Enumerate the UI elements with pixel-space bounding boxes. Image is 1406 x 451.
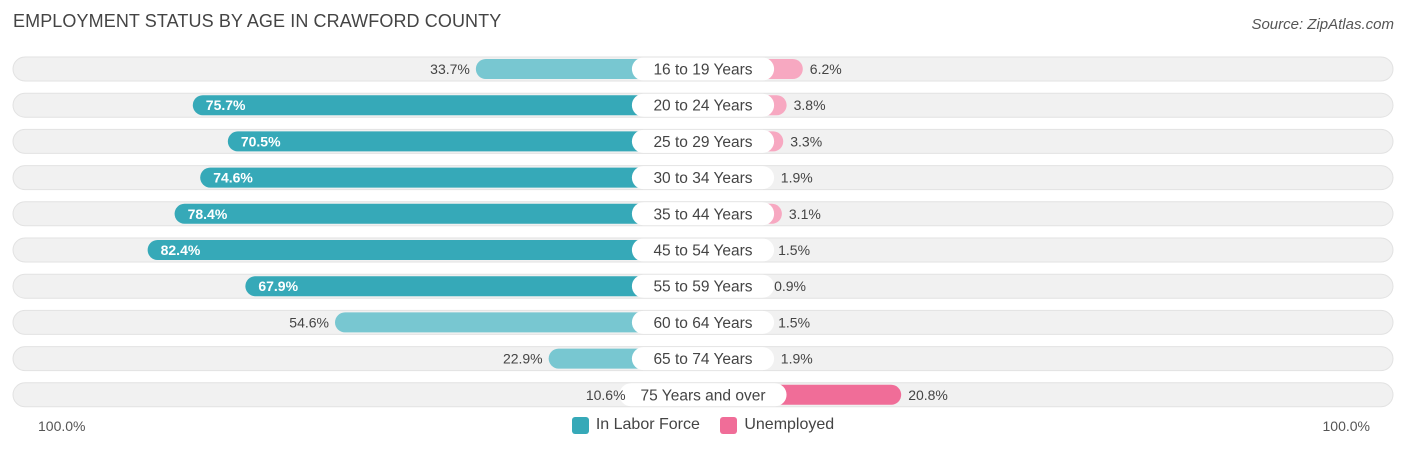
unemployed-value-label: 1.5%	[778, 242, 810, 258]
category-pill	[631, 310, 775, 334]
labor-value-label: 82.4%	[161, 242, 201, 258]
category-label: 55 to 59 Years	[653, 279, 752, 296]
category-label: 35 to 44 Years	[653, 206, 752, 223]
axis-left-label: 100.0%	[38, 418, 86, 434]
legend-label-unemployed: Unemployed	[744, 416, 835, 433]
labor-bar	[334, 312, 703, 333]
unemployed-value-label: 1.9%	[781, 351, 813, 367]
category-label: 65 to 74 Years	[653, 351, 752, 368]
labor-bar	[147, 240, 703, 260]
category-pill	[631, 347, 775, 371]
category-pill	[631, 238, 775, 262]
category-pill	[619, 383, 787, 407]
category-label: 25 to 29 Years	[653, 134, 752, 151]
legend: In Labor Force Unemployed	[0, 416, 1406, 439]
unemployed-value-label: 3.1%	[789, 206, 821, 222]
labor-value-label: 75.7%	[206, 97, 246, 113]
labor-bar	[245, 276, 703, 297]
legend-swatch-unemployed	[720, 416, 738, 434]
legend-item-labor[interactable]: In Labor Force	[571, 416, 700, 434]
legend-swatch-labor	[571, 416, 589, 434]
category-pill	[631, 129, 775, 153]
labor-bar	[227, 131, 703, 152]
unemployed-value-label: 1.9%	[781, 170, 813, 186]
labor-value-label: 78.4%	[188, 206, 228, 222]
category-label: 75 Years and over	[641, 387, 766, 404]
category-pill	[631, 274, 775, 298]
source-label: Source: ZipAtlas.com	[1251, 16, 1394, 33]
unemployed-value-label: 20.8%	[908, 387, 948, 403]
labor-value-label: 33.7%	[430, 61, 470, 77]
legend-label-labor: In Labor Force	[595, 416, 700, 433]
labor-bar	[200, 167, 704, 188]
labor-value-label: 74.6%	[213, 170, 253, 186]
legend-item-unemployed[interactable]: Unemployed	[720, 416, 834, 434]
labor-value-label: 70.5%	[241, 133, 281, 149]
category-label: 20 to 24 Years	[653, 98, 752, 115]
labor-bar	[174, 203, 704, 224]
category-label: 30 to 34 Years	[653, 170, 752, 187]
category-pill	[631, 202, 775, 226]
chart-title: EMPLOYMENT STATUS BY AGE IN CRAWFORD COU…	[13, 11, 502, 31]
unemployed-value-label: 3.3%	[790, 133, 822, 149]
labor-value-label: 54.6%	[289, 314, 329, 330]
category-pill	[631, 57, 775, 81]
category-pill	[631, 93, 775, 117]
category-label: 60 to 64 Years	[653, 315, 752, 332]
unemployed-value-label: 0.9%	[774, 278, 806, 294]
category-label: 45 to 54 Years	[653, 243, 752, 260]
unemployed-value-label: 6.2%	[810, 61, 842, 77]
labor-value-label: 10.6%	[586, 387, 626, 403]
unemployed-value-label: 3.8%	[794, 97, 826, 113]
labor-value-label: 22.9%	[503, 351, 543, 367]
category-pill	[631, 166, 775, 190]
labor-value-label: 67.9%	[258, 278, 298, 294]
category-label: 16 to 19 Years	[653, 62, 752, 79]
unemployed-value-label: 1.5%	[778, 314, 810, 330]
axis-right-label: 100.0%	[1322, 418, 1370, 434]
labor-bar	[192, 95, 704, 116]
